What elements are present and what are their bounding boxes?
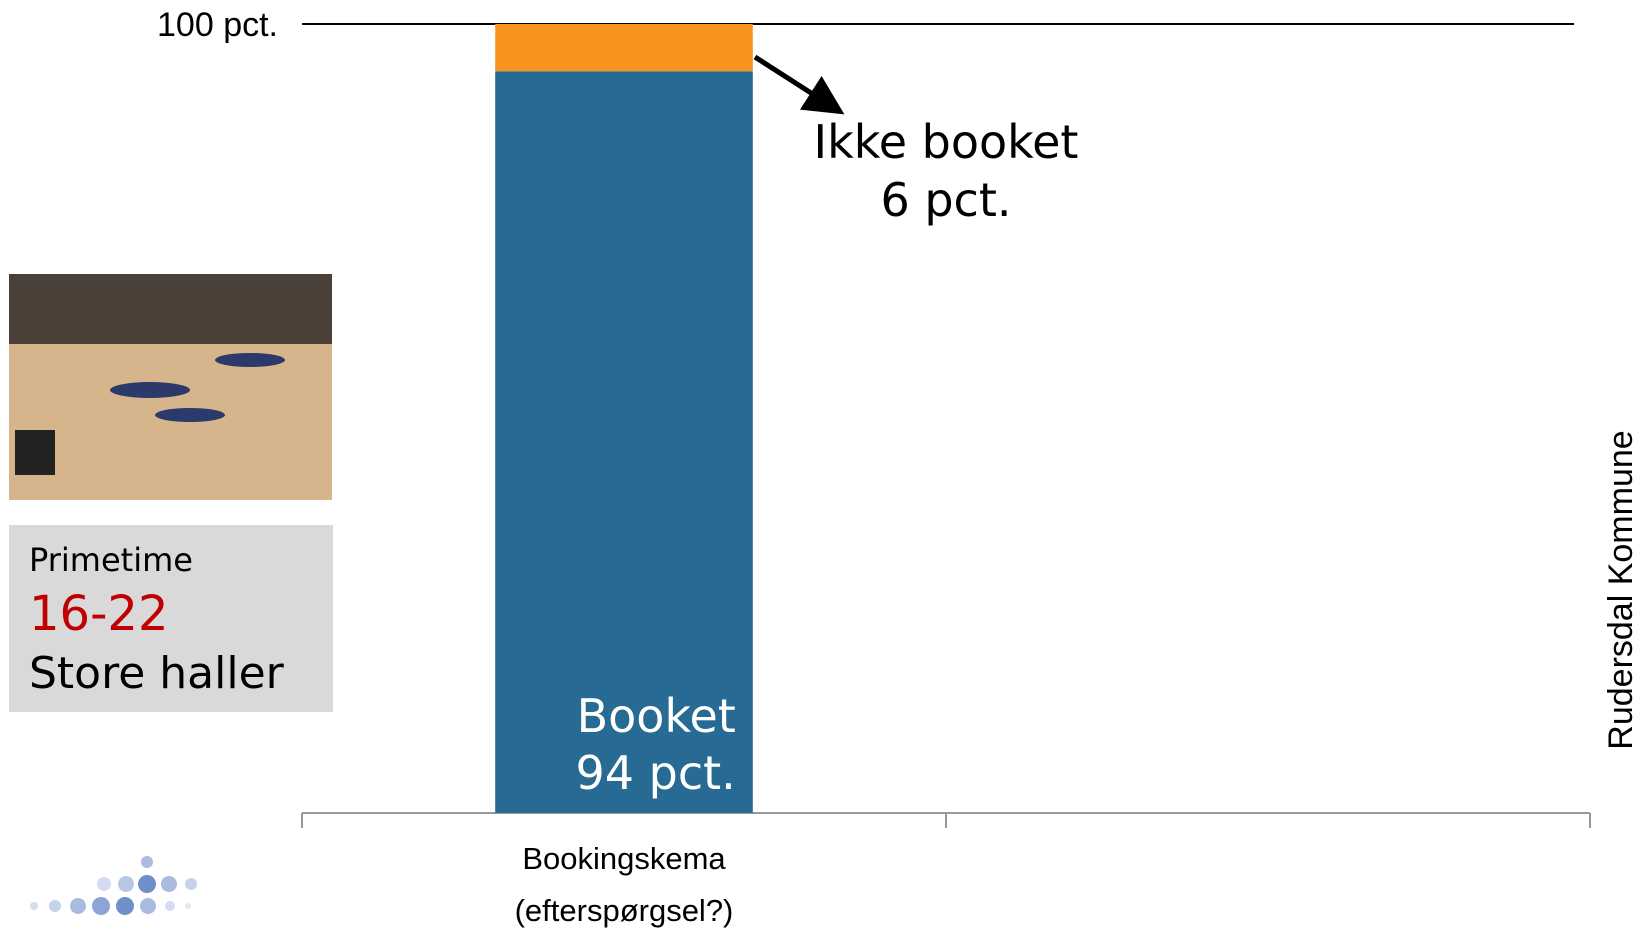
logo — [30, 856, 197, 915]
annotation-value: 6 pct. — [880, 173, 1011, 227]
x-tick-label: Bookingskema (efterspørgsel?) — [515, 841, 734, 928]
photo — [9, 274, 332, 500]
info-subject: Store haller — [29, 648, 285, 699]
bar-segment — [495, 71, 753, 814]
data-label-name: Booket — [577, 689, 736, 743]
info-box — [9, 525, 333, 712]
data-label: 94 pct. — [575, 746, 735, 800]
annotation-arrow — [753, 54, 845, 115]
y-tick-label: 100 pct. — [157, 6, 278, 44]
side-note: Rudersdal Kommune — [1602, 430, 1638, 749]
annotation-name: Ikke booket — [814, 115, 1079, 169]
info-heading: Primetime — [29, 541, 193, 579]
info-time: 16-22 — [29, 586, 168, 642]
bar-segment — [495, 24, 753, 72]
